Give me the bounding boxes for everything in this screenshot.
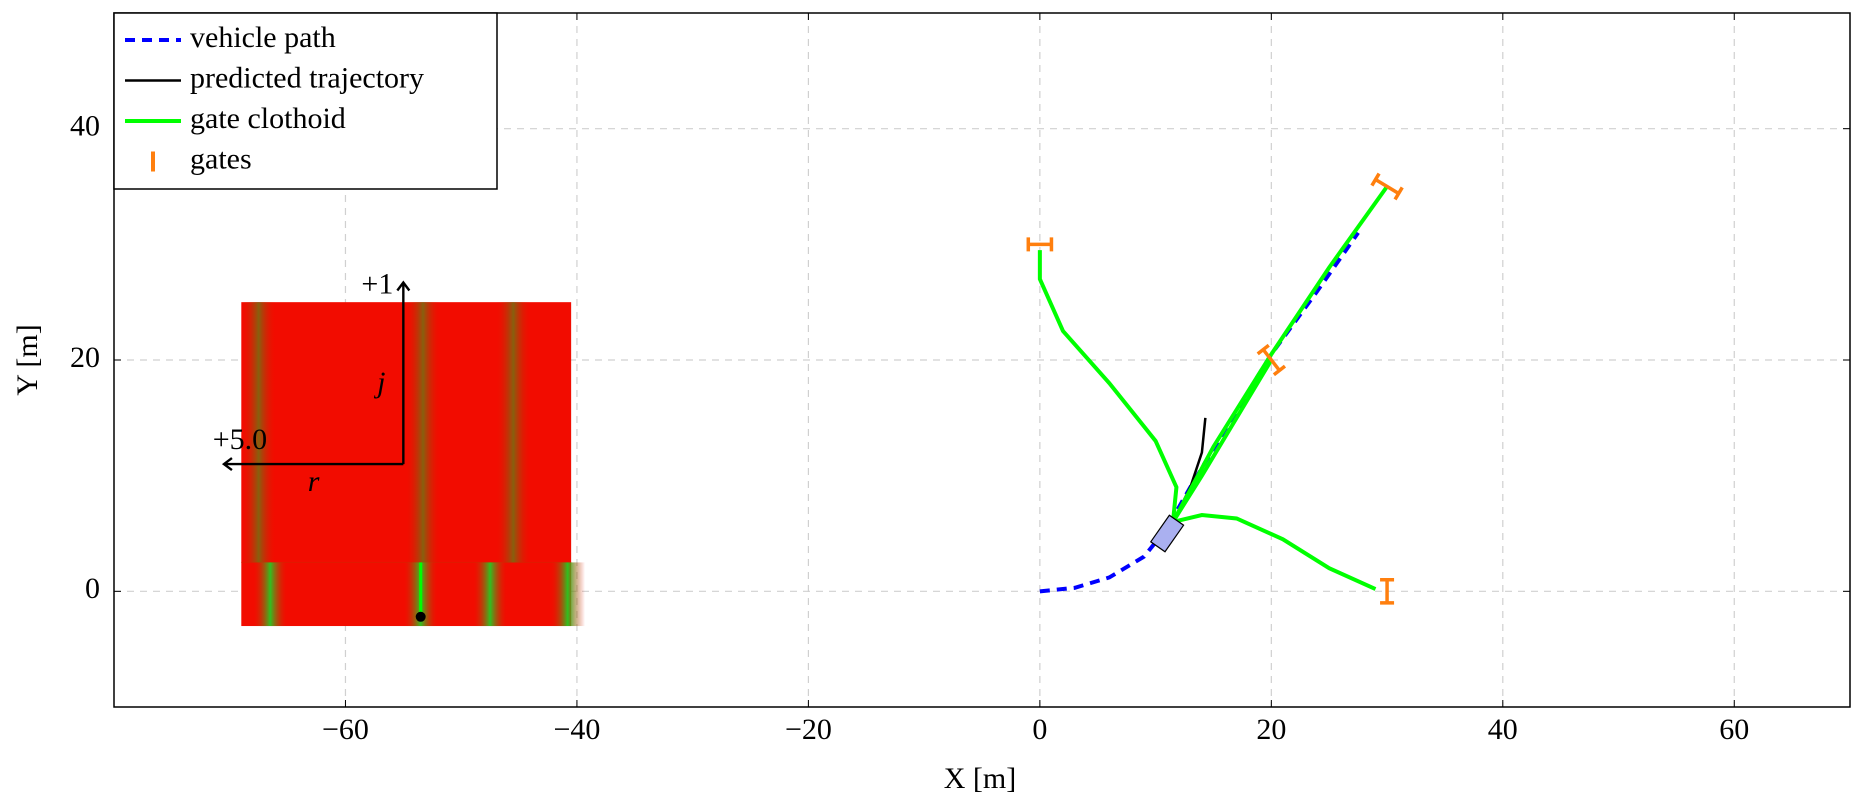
x-tick-label: 20 xyxy=(1256,713,1286,746)
legend: vehicle path predicted trajectory gate clo… xyxy=(113,12,498,190)
y-axis-label: Y [m] xyxy=(11,324,44,395)
gate xyxy=(1380,578,1395,605)
arrow-label: j xyxy=(373,366,385,399)
legend-label: predicted trajectory xyxy=(190,61,424,94)
vehicle xyxy=(1149,514,1185,553)
arrow-label: r xyxy=(308,465,320,498)
heatmap-stripe xyxy=(495,302,531,563)
heatmap-stripe xyxy=(472,562,508,627)
clothoid xyxy=(1037,250,1179,523)
heatmap-stripe xyxy=(241,302,277,563)
x-tick-label: 0 xyxy=(1032,713,1047,746)
heatmap-stripe xyxy=(405,302,441,563)
legend-label: gates xyxy=(190,142,252,175)
arrow-label: +1 xyxy=(361,267,393,300)
x-axis-label: X [m] xyxy=(944,762,1016,795)
x-tick-label: 60 xyxy=(1719,713,1749,746)
y-tick-label: 20 xyxy=(70,341,100,374)
marker xyxy=(415,611,426,622)
heatmap-stripe xyxy=(252,562,288,627)
y-tick-label: 0 xyxy=(85,572,100,605)
y-tick-label: 40 xyxy=(70,110,100,143)
gate xyxy=(1026,237,1054,252)
legend-box xyxy=(113,12,498,190)
gate xyxy=(1370,172,1404,201)
x-tick-label: −20 xyxy=(785,713,832,746)
legend-label: gate clothoid xyxy=(190,102,346,135)
x-tick-label: −60 xyxy=(322,713,369,746)
axis-arrow xyxy=(396,280,411,465)
clothoid xyxy=(1172,512,1377,591)
series-line xyxy=(1039,231,1360,594)
plot-frame xyxy=(113,12,1851,708)
clothoid xyxy=(1171,185,1389,523)
x-tick-label: 40 xyxy=(1488,713,1518,746)
heatmap-stripe xyxy=(550,562,586,627)
arrow-label: +5.0 xyxy=(213,423,267,456)
axis-arrow xyxy=(221,457,404,472)
gate xyxy=(1256,343,1287,377)
legend-label: vehicle path xyxy=(190,21,336,54)
x-tick-label: −40 xyxy=(553,713,600,746)
